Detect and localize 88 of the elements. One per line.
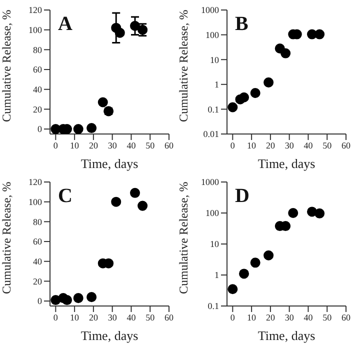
x-tick-label: 10 bbox=[70, 312, 80, 322]
y-tick-label: 40 bbox=[33, 84, 42, 95]
x-tick-label: 20 bbox=[88, 140, 98, 150]
x-tick-label: 50 bbox=[146, 312, 156, 322]
x-tick-label: 30 bbox=[284, 140, 294, 150]
x-tick-label: 20 bbox=[266, 312, 276, 322]
x-tick-label: 60 bbox=[342, 140, 351, 150]
y-tick-label: 80 bbox=[33, 216, 42, 227]
y-tick-label: 1 bbox=[214, 80, 219, 90]
point bbox=[314, 29, 325, 40]
x-tick-label: 50 bbox=[322, 312, 332, 322]
point bbox=[73, 124, 84, 134]
y-tick-label: 120 bbox=[28, 5, 42, 16]
x-tick-label: 40 bbox=[304, 140, 314, 150]
y-tick-label: 20 bbox=[33, 276, 42, 286]
x-tick-label: 0 bbox=[230, 312, 236, 322]
x-tick-label: 50 bbox=[322, 140, 332, 150]
x-tick-label: 30 bbox=[108, 312, 118, 322]
point bbox=[264, 77, 274, 88]
y-tick-label: 0.1 bbox=[208, 301, 219, 312]
point bbox=[314, 208, 325, 218]
x-tick-label: 40 bbox=[126, 312, 136, 322]
y-tick-label: 100 bbox=[206, 208, 220, 218]
x-axis-title: Time, days bbox=[258, 156, 316, 171]
x-tick-label: 40 bbox=[126, 140, 136, 150]
x-axis-title: Time, days bbox=[80, 328, 138, 343]
x-tick-label: 40 bbox=[304, 312, 314, 322]
y-axis-title: Cumulative Release, % bbox=[0, 10, 14, 122]
y-tick-label: 1000 bbox=[201, 177, 220, 188]
annotation: A bbox=[58, 13, 73, 35]
x-axis-title: Time, days bbox=[80, 156, 138, 171]
y-axis-title: Cumulative Release, % bbox=[0, 182, 14, 294]
y-tick-label: 1 bbox=[214, 270, 219, 280]
x-tick-label: 20 bbox=[88, 312, 98, 322]
x-tick-label: 30 bbox=[108, 140, 118, 150]
point bbox=[114, 28, 125, 38]
x-tick-label: 0 bbox=[53, 312, 58, 322]
y-tick-label: 40 bbox=[33, 256, 42, 267]
y-tick-label: 10 bbox=[210, 54, 220, 65]
x-tick-label: 10 bbox=[70, 140, 80, 150]
y-axis-title: Cumulative Release, % bbox=[176, 182, 190, 294]
x-tick-label: 30 bbox=[284, 312, 294, 322]
y-tick-label: 10 bbox=[210, 239, 220, 250]
point bbox=[228, 284, 238, 294]
x-tick-label: 60 bbox=[164, 140, 174, 150]
annotation: D bbox=[235, 185, 250, 207]
y-tick-label: 120 bbox=[28, 177, 42, 188]
point bbox=[86, 123, 97, 134]
point bbox=[98, 97, 108, 108]
x-tick-label: 60 bbox=[164, 312, 174, 322]
point bbox=[288, 208, 298, 218]
y-tick-label: 100 bbox=[28, 25, 42, 36]
y-tick-label: 100 bbox=[206, 30, 220, 40]
x-axis-title: Time, days bbox=[258, 328, 316, 343]
x-tick-label: 0 bbox=[53, 140, 58, 150]
y-tick-label: 60 bbox=[33, 64, 42, 75]
x-tick-label: 10 bbox=[247, 312, 257, 322]
point bbox=[86, 292, 97, 302]
x-tick-label: 0 bbox=[230, 140, 236, 150]
y-axis-title: Cumulative Release, % bbox=[176, 10, 190, 122]
x-tick-label: 10 bbox=[247, 140, 257, 150]
point bbox=[264, 250, 274, 260]
y-tick-label: 60 bbox=[33, 236, 42, 247]
point bbox=[280, 48, 291, 58]
x-tick-label: 60 bbox=[342, 312, 351, 322]
point bbox=[238, 268, 250, 279]
point bbox=[62, 295, 72, 306]
point bbox=[130, 188, 140, 198]
y-tick-label: 100 bbox=[28, 197, 42, 208]
point bbox=[250, 258, 260, 268]
point bbox=[130, 20, 140, 31]
y-tick-label: 0 bbox=[38, 124, 42, 134]
point bbox=[238, 92, 250, 102]
y-tick-label: 0.1 bbox=[208, 104, 219, 114]
y-tick-label: 0 bbox=[38, 296, 42, 306]
x-tick-label: 50 bbox=[146, 140, 156, 150]
y-tick-label: 1000 bbox=[201, 5, 220, 16]
y-tick-label: 80 bbox=[33, 44, 42, 55]
x-tick-label: 20 bbox=[266, 140, 276, 150]
y-tick-label: 0.01 bbox=[203, 129, 219, 140]
annotation: B bbox=[235, 13, 248, 35]
point bbox=[111, 196, 122, 207]
annotation: C bbox=[58, 185, 72, 207]
point bbox=[250, 88, 260, 98]
point bbox=[228, 102, 238, 112]
point bbox=[138, 200, 148, 211]
point bbox=[73, 293, 84, 304]
y-tick-label: 20 bbox=[33, 104, 42, 114]
